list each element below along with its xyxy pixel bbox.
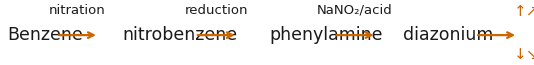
Text: Benzene: Benzene [7,26,83,44]
Text: NaNO₂/acid: NaNO₂/acid [317,4,393,17]
Text: ↑↗: ↑↗ [514,4,534,19]
Text: ↓↘: ↓↘ [514,47,534,62]
Text: phenylamine: phenylamine [270,26,383,44]
Text: reduction: reduction [185,4,248,17]
Text: nitration: nitration [49,4,106,17]
Text: nitrobenzene: nitrobenzene [123,26,238,44]
Text: diazonium: diazonium [403,26,493,44]
